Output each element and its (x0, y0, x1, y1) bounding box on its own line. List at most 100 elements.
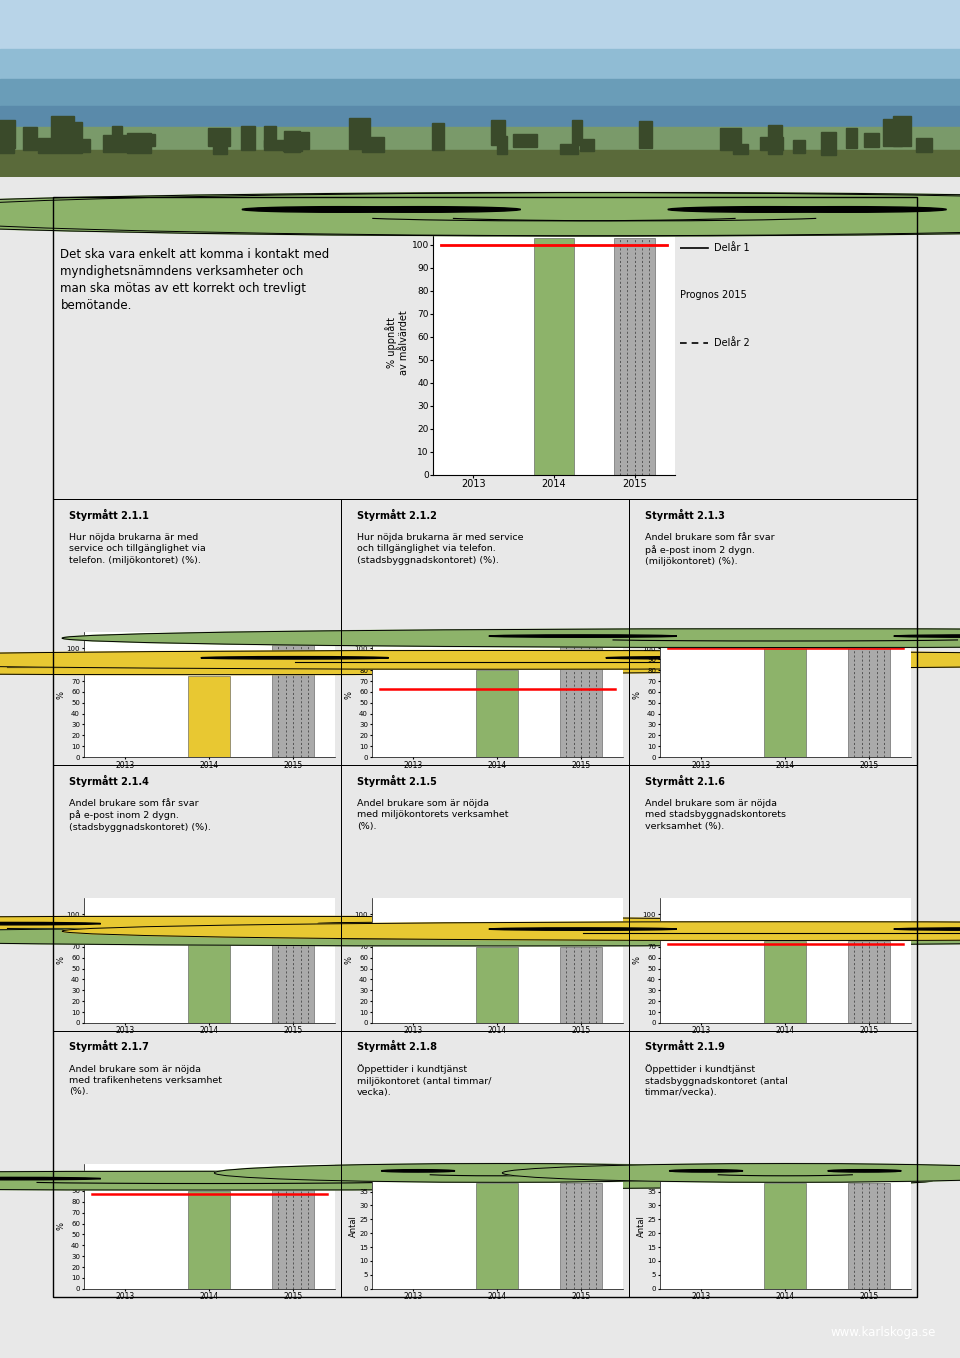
Bar (513, 134, 537, 147)
Bar (0, 133, 14, 153)
Y-axis label: %: % (56, 691, 65, 698)
Circle shape (502, 1164, 960, 1183)
Text: Styrmått 2.1.7: Styrmått 2.1.7 (69, 1040, 149, 1052)
Bar (362, 137, 384, 152)
Text: Öppettider i kundtjänst
miljökontoret (antal timmar/
vecka).: Öppettider i kundtjänst miljökontoret (a… (357, 1065, 492, 1097)
Bar (476, 1183, 518, 1289)
Bar (264, 140, 282, 149)
Bar (264, 125, 276, 147)
Circle shape (489, 634, 677, 637)
Text: Styrmått 2.1.8: Styrmått 2.1.8 (357, 1040, 437, 1052)
Circle shape (0, 1172, 932, 1190)
Y-axis label: Antal: Antal (636, 1215, 646, 1237)
Bar (720, 129, 741, 151)
Circle shape (668, 206, 866, 212)
Y-axis label: % uppnått
av målvärdet: % uppnått av målvärdet (385, 311, 409, 375)
Bar (38, 137, 60, 153)
Bar (273, 936, 314, 1023)
Circle shape (62, 922, 960, 941)
Circle shape (0, 661, 101, 664)
Bar (863, 133, 879, 148)
Y-axis label: %: % (344, 956, 353, 964)
Bar (560, 1183, 602, 1289)
Bar (104, 136, 127, 152)
Bar (51, 117, 74, 147)
Bar (560, 641, 602, 758)
Bar (208, 128, 229, 147)
Text: Hur nöjda brukarna är med
service och tillgänglighet via
telefon. (miljökontoret: Hur nöjda brukarna är med service och ti… (69, 532, 205, 565)
Bar (273, 1180, 314, 1289)
Text: Styrmått 2.1.9: Styrmått 2.1.9 (645, 1040, 725, 1052)
Bar (289, 132, 308, 148)
Text: Styrmått 2.1.6: Styrmått 2.1.6 (645, 774, 725, 786)
Bar (893, 117, 911, 145)
Y-axis label: %: % (56, 1222, 65, 1230)
Circle shape (669, 1169, 743, 1172)
Bar (0, 0, 960, 49)
Bar (112, 125, 122, 145)
Bar (0, 106, 960, 128)
Circle shape (242, 206, 440, 212)
Y-axis label: Antal: Antal (348, 1215, 358, 1237)
Text: Andel brukare som får svar
på e-post inom 2 dygn.
(miljökontoret) (%).: Andel brukare som får svar på e-post ino… (645, 532, 775, 566)
Circle shape (489, 928, 677, 930)
Bar (476, 947, 518, 1023)
Bar (849, 1183, 890, 1289)
Bar (61, 122, 82, 153)
Y-axis label: %: % (56, 956, 65, 964)
Bar (80, 139, 90, 152)
Circle shape (62, 629, 960, 648)
Bar (128, 133, 151, 153)
Circle shape (0, 193, 960, 236)
Bar (432, 124, 444, 149)
Bar (145, 134, 155, 147)
Text: Nämndmål 2.1: Nämndmål 2.1 (60, 210, 162, 224)
Text: Styrmått 2.1.4: Styrmått 2.1.4 (69, 774, 149, 786)
Bar (572, 120, 582, 145)
Text: Hur nöjda brukarna är med service
och tillgänglighet via telefon.
(stadsbyggnads: Hur nöjda brukarna är med service och ti… (357, 532, 523, 565)
Circle shape (0, 917, 932, 936)
Circle shape (0, 928, 960, 947)
Bar (733, 144, 748, 153)
Text: Andel brukare som är nöjda
med miljökontorets verksamhet
(%).: Andel brukare som är nöjda med miljökont… (357, 799, 508, 831)
Bar (0, 49, 960, 79)
Circle shape (0, 650, 960, 669)
Text: Det ska vara enkelt att komma i kontakt med
myndighetsnämndens verksamheter och
: Det ska vara enkelt att komma i kontakt … (60, 249, 329, 312)
Circle shape (318, 661, 506, 664)
Bar (764, 941, 806, 1023)
Circle shape (318, 1177, 506, 1180)
Circle shape (0, 922, 101, 925)
Text: Styrmått 2.1.5: Styrmått 2.1.5 (357, 774, 437, 786)
Bar (768, 125, 782, 155)
Bar (188, 1191, 230, 1289)
Bar (0, 79, 960, 106)
Text: Andel brukare som får svar
på e-post inom 2 dygn.
(stadsbyggnadskontoret) (%).: Andel brukare som får svar på e-post ino… (69, 799, 210, 832)
Text: Styrmått 2.1.1: Styrmått 2.1.1 (69, 509, 149, 520)
Bar (213, 143, 227, 153)
Y-axis label: %: % (344, 691, 353, 698)
Bar (188, 675, 230, 758)
Bar (282, 140, 302, 151)
Circle shape (606, 933, 794, 936)
Bar (0, 151, 960, 177)
Bar (491, 120, 506, 145)
Bar (0, 120, 15, 148)
Bar (560, 144, 578, 153)
Bar (822, 132, 836, 155)
Bar (560, 947, 602, 1023)
Circle shape (381, 1169, 455, 1172)
Bar (476, 669, 518, 758)
Circle shape (828, 1169, 901, 1172)
Text: Delår 2: Delår 2 (714, 338, 750, 348)
Text: Styrmått 2.1.3: Styrmått 2.1.3 (645, 509, 725, 520)
Circle shape (749, 206, 947, 212)
Bar (764, 648, 806, 758)
Bar (849, 941, 890, 1023)
Text: Öppettider i kundtjänst
stadsbyggnadskontoret (antal
timmar/vecka).: Öppettider i kundtjänst stadsbyggnadskon… (645, 1065, 787, 1097)
Text: Andel brukare som är nöjda
med stadsbyggnadskontorets
verksamhet (%).: Andel brukare som är nöjda med stadsbygg… (645, 799, 786, 831)
Bar (846, 128, 857, 148)
Text: Styrmått 2.1.2: Styrmått 2.1.2 (357, 509, 437, 520)
Circle shape (201, 656, 389, 659)
Y-axis label: %: % (632, 691, 641, 698)
Circle shape (0, 1177, 101, 1180)
